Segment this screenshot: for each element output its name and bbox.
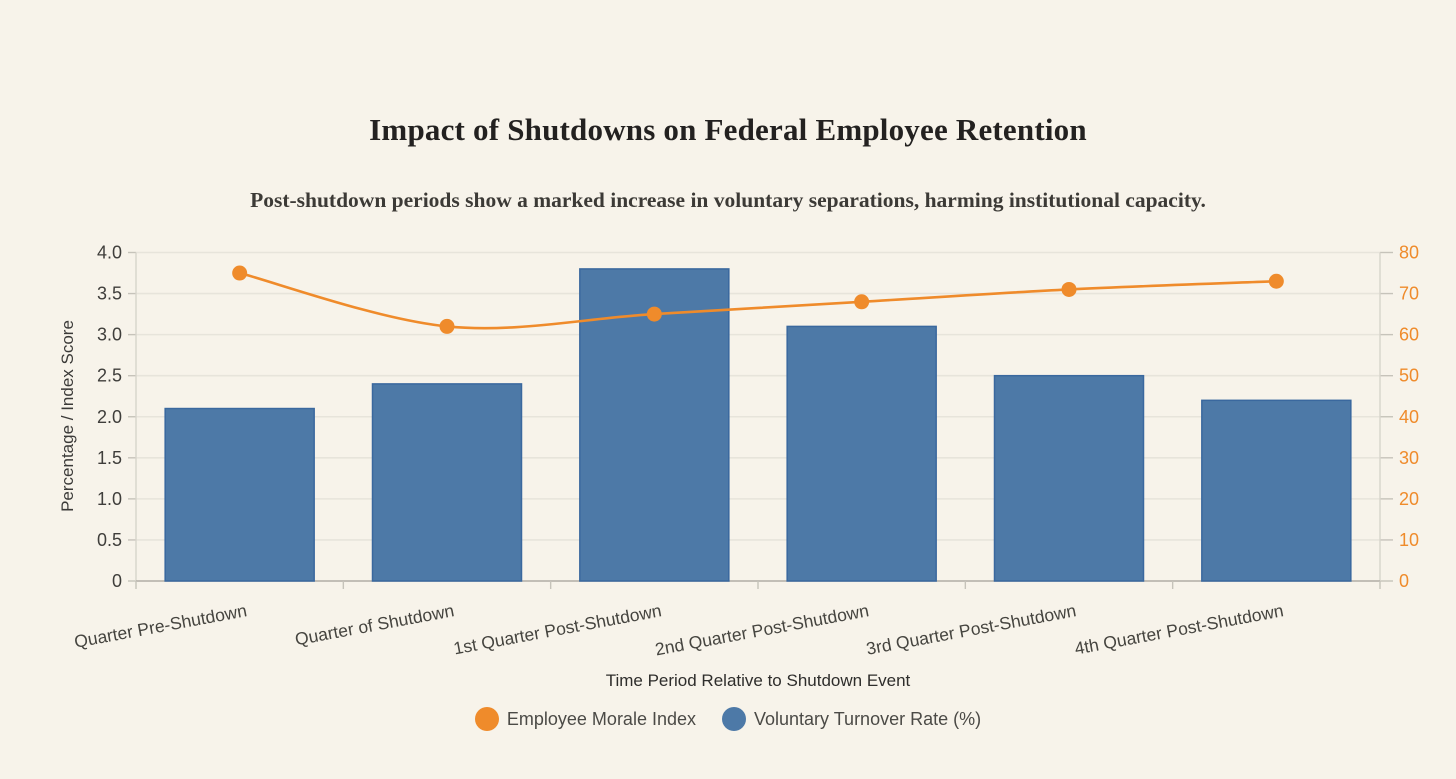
right-axis-tick-label: 50: [1399, 366, 1419, 386]
right-axis-tick-label: 20: [1399, 489, 1419, 509]
morale-point-4: [1061, 281, 1077, 297]
left-axis-tick-label: 4.0: [97, 243, 122, 263]
legend-label-morale: Employee Morale Index: [506, 708, 696, 729]
left-axis-tick-label: 1.0: [97, 489, 122, 509]
turnover-bar-0: [164, 407, 315, 582]
morale-point-1: [439, 318, 455, 334]
morale-line: [239, 271, 1277, 330]
legend-label-turnover: Voluntary Turnover Rate (%): [754, 708, 982, 729]
turnover-bar-5: [1201, 399, 1352, 582]
morale-legend-dot-icon: [474, 707, 499, 731]
left-axis-tick-label: 1.5: [97, 448, 122, 468]
x-axis-category-label: 1st Quarter Post-Shutdown: [452, 600, 663, 658]
x-axis-category-label: 2nd Quarter Post-Shutdown: [653, 600, 870, 659]
legend-item-morale: Employee Morale Index: [474, 707, 696, 731]
right-axis-tick-label: 70: [1399, 284, 1419, 304]
left-axis-tick-label: 0: [112, 571, 122, 591]
right-axis-tick-label: 40: [1399, 407, 1419, 427]
right-axis-tick-label: 0: [1399, 571, 1409, 591]
x-axis-category-label: 4th Quarter Post-Shutdown: [1073, 600, 1285, 658]
morale-point-0: [232, 265, 248, 281]
morale-point-2: [646, 306, 662, 322]
legend-item-turnover: Voluntary Turnover Rate (%): [722, 707, 981, 731]
left-axis-tick-label: 2.0: [97, 407, 122, 427]
left-axis-tick-label: 3.5: [97, 284, 122, 304]
turnover-bar-1: [371, 383, 523, 582]
right-axis-tick-label: 10: [1399, 530, 1419, 550]
turnover-bar-2: [579, 268, 730, 582]
turnover-legend-dot-icon: [722, 707, 746, 731]
left-axis-tick-label: 2.5: [97, 366, 122, 386]
x-axis-title: Time Period Relative to Shutdown Event: [605, 671, 911, 690]
x-axis-category-label: Quarter Pre-Shutdown: [73, 600, 249, 652]
right-axis-tick-label: 60: [1399, 325, 1419, 345]
chart-subtitle: Post-shutdown periods show a marked incr…: [250, 188, 1206, 212]
left-axis-tick-label: 0.5: [97, 530, 122, 550]
legend: Employee Morale Index Voluntary Turnover…: [0, 707, 1456, 731]
x-axis-category-label: Quarter of Shutdown: [293, 600, 455, 649]
left-axis-tick-label: 3.0: [97, 325, 122, 345]
left-axis-title: Percentage / Index Score: [58, 320, 77, 512]
morale-point-5: [1268, 273, 1284, 289]
right-axis-tick-label: 30: [1399, 448, 1419, 468]
chart-title: Impact of Shutdowns on Federal Employee …: [369, 112, 1087, 147]
morale-point-3: [854, 294, 870, 310]
turnover-bar-3: [786, 325, 937, 582]
right-axis-tick-label: 80: [1399, 243, 1419, 263]
turnover-bar-4: [993, 374, 1145, 582]
x-axis-category-label: 3rd Quarter Post-Shutdown: [865, 600, 1078, 658]
